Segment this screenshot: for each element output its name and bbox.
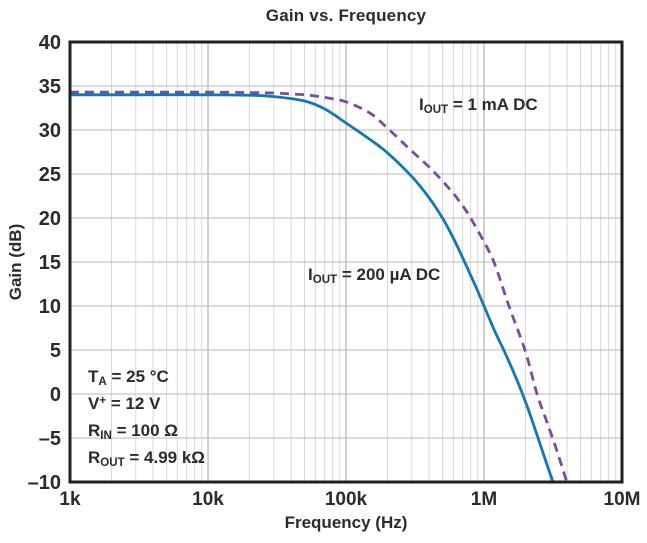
series-label-sub: OUT [312,273,338,286]
y-tick-label: 35 [39,76,61,98]
condition-pre: V [88,394,100,413]
y-tick-label: 25 [39,164,61,186]
x-axis-title: Frequency (Hz) [284,513,408,532]
y-tick-label: 15 [39,252,61,274]
condition-pre: T [88,367,99,386]
series-label-pre: I [308,265,313,284]
y-tick-label: 40 [39,32,61,54]
series-label-iout-200ua: IOUT = 200 µA DC [308,265,441,286]
y-tick-label: 10 [39,296,61,318]
test-conditions-block: TA = 25 °C V+ = 12 V RIN = 100 Ω ROUT = 4.9… [88,363,205,471]
y-tick-label: –5 [39,428,61,450]
condition-sub: IN [100,429,112,442]
condition-post: = 12 V [106,394,161,413]
chart-title: Gain vs. Frequency [265,6,427,25]
series-label-pre: I [419,95,424,114]
condition-line: V+ = 12 V [88,390,205,417]
x-tick-label: 100k [325,489,368,510]
series-label-post: = 1 mA DC [448,95,538,114]
condition-post: = 4.99 kΩ [124,448,205,467]
series-line-iout-200ua [70,93,555,482]
condition-pre: R [88,421,101,440]
condition-line: RIN = 100 Ω [88,417,205,444]
y-tick-label: 20 [39,208,61,230]
series-label-sub: OUT [423,103,449,116]
y-tick-label: 5 [50,340,61,362]
y-tick-label: 0 [50,384,61,406]
x-tick-label: 10M [604,489,641,510]
series-line-iout-1ma [70,90,569,482]
condition-post: = 25 °C [106,367,169,386]
x-tick-label: 1k [59,489,81,510]
y-tick-label: 30 [39,120,61,142]
series-label-post: = 200 µA DC [337,265,441,284]
condition-pre: R [88,448,101,467]
condition-sub: OUT [100,456,125,469]
condition-sup: + [99,394,107,407]
condition-post: = 100 Ω [111,421,178,440]
plot-border [68,40,624,484]
y-axis-title: Gain (dB) [6,223,25,301]
x-tick-label: 1M [471,489,497,510]
condition-line: ROUT = 4.99 kΩ [88,444,205,471]
condition-sub: A [98,375,107,388]
x-tick-label: 10k [192,489,224,510]
y-tick-label: –10 [28,472,61,494]
condition-line: TA = 25 °C [88,363,205,390]
series-label-iout-1ma: IOUT = 1 mA DC [419,95,538,116]
